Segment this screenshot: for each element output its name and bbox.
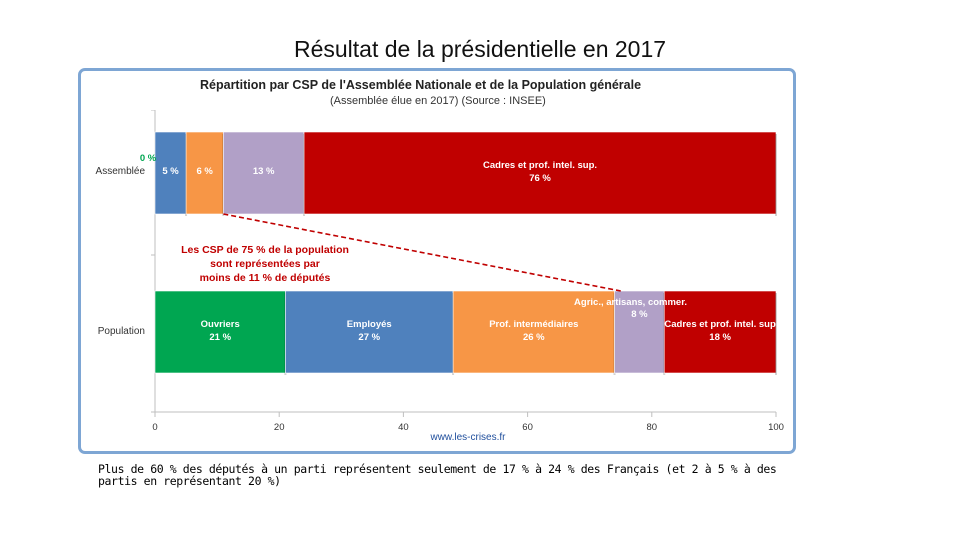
bar-segment [452,290,615,374]
bar-label: Prof. intermédiaires [489,319,578,330]
chart-subtitle: (Assemblée élue en 2017) (Source : INSEE… [330,95,546,107]
agric-value: 8 % [631,309,648,320]
x-tick-label: 80 [647,422,658,433]
zero-percent-label: 0 % [140,153,157,164]
bar-segment [185,131,224,215]
bar-label: Cadres et prof. intel. sup [664,319,776,330]
bar-label: 26 % [523,332,545,343]
stacked-bar-chart: 0 20 40 60 80 100 Assemblée Population 5 % 6 % 13 … [96,110,784,440]
x-tick-label: 100 [768,422,784,433]
x-tick-label: 20 [274,422,285,433]
category-label: Population [98,326,145,337]
bar-segment [223,131,305,215]
agric-label: Agric., artisans, commer. [574,297,687,308]
bar-segment [154,290,286,374]
source-link: www.les-crises.fr [429,432,506,440]
bar-label: 13 % [253,166,275,177]
connector-dashed-line [223,213,621,292]
bar-segment-shadow [775,134,777,216]
note-line: moins de 11 % de députés [200,272,331,284]
note-line: sont représentées par [210,258,320,270]
chart-title: Répartition par CSP de l'Assemblée Natio… [200,78,642,92]
x-tick-label: 0 [152,422,157,433]
bar-segment [614,290,665,374]
bar-label: Ouvriers [201,319,240,330]
bar-label: Employés [347,319,392,330]
category-label: Assemblée [96,166,146,177]
slide-title: Résultat de la présidentielle en 2017 [293,36,667,62]
bar-label: 27 % [358,332,380,343]
bar-label: 18 % [709,332,731,343]
bar-segment-shadow [775,293,777,375]
x-tick-label: 40 [398,422,409,433]
bar-segment [663,290,777,374]
bar-segment [285,290,454,374]
slide-caption: Plus de 60 % des députés à un parti repr… [98,462,777,488]
bar-label: Cadres et prof. intel. sup. [483,160,597,171]
x-tick-label: 60 [522,422,533,433]
bar-label: 21 % [209,332,231,343]
bar-label: 5 % [162,166,179,177]
note-line: Les CSP de 75 % de la population [181,244,349,256]
bar-segment [154,131,187,215]
bar-label: 6 % [196,166,213,177]
bar-label: 76 % [529,173,551,184]
bar-segment [303,131,777,215]
